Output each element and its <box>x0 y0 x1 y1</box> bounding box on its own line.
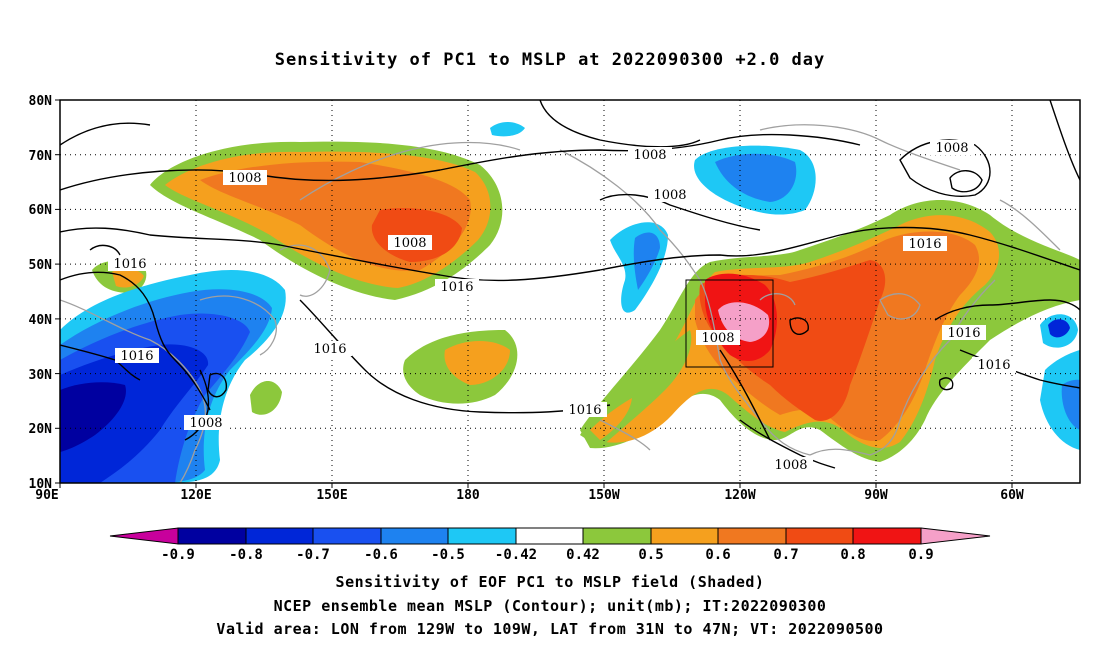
contour-label-3: 1008 <box>628 147 672 163</box>
contour-label-16: 1008 <box>184 415 228 431</box>
colorbar-label: -0.9 <box>161 547 195 563</box>
lon-label: 90W <box>864 488 888 503</box>
contour-label-text: 1008 <box>633 148 666 163</box>
lon-label: 120E <box>180 488 211 503</box>
contour-label-text: 1008 <box>653 188 686 203</box>
latitude-labels: 80N 70N 60N 50N 40N 30N 20N 10N <box>29 94 53 492</box>
colorbar-cell <box>245 527 314 545</box>
lat-label: 70N <box>29 149 53 164</box>
colorbar-cell <box>312 527 382 545</box>
colorbar-cell <box>717 527 787 545</box>
lat-label: 30N <box>29 368 53 383</box>
contour-label-7: 1016 <box>108 256 152 272</box>
contour-label-14: 1008 <box>769 457 813 473</box>
contour-label-15: 1016 <box>972 357 1016 373</box>
negative-blob-atlantic-core <box>1048 319 1070 338</box>
lat-label: 20N <box>29 422 53 437</box>
contour-label-12: 1016 <box>563 402 607 418</box>
caption-valid-area: Valid area: LON from 129W to 109W, LAT f… <box>216 620 884 638</box>
positive-patch-120e <box>250 381 282 415</box>
lat-label: 40N <box>29 313 53 328</box>
colorbar-labels: -0.9 -0.8 -0.7 -0.6 -0.5 -0.42 0.42 0.5 … <box>161 547 934 563</box>
contour-label-text: 1016 <box>113 257 146 272</box>
lat-label: 50N <box>29 258 53 273</box>
contour-label-text: 1008 <box>774 458 807 473</box>
contour-label-text: 1016 <box>977 358 1010 373</box>
colorbar-cell <box>582 527 652 545</box>
lon-label: 120W <box>724 488 755 503</box>
colorbar-cell-high-arrow <box>920 527 991 545</box>
caption-shading: Sensitivity of EOF PC1 to MSLP field (Sh… <box>335 573 765 591</box>
contour-label-6: 1008 <box>696 330 740 346</box>
lon-label: 180 <box>456 488 480 503</box>
contour-label-text: 1008 <box>189 416 222 431</box>
contour-label-5: 1008 <box>930 140 974 156</box>
colorbar-label: -0.42 <box>495 547 537 563</box>
contour-label-text: 1016 <box>440 280 473 295</box>
lon-label: 150E <box>316 488 347 503</box>
colorbar <box>109 527 991 545</box>
colorbar-label: 0.7 <box>773 547 798 563</box>
colorbar-cell <box>515 527 584 545</box>
lon-label: 60W <box>1000 488 1024 503</box>
colorbar-cell <box>650 527 719 545</box>
negative-region-atlantic <box>1040 350 1080 450</box>
contour-label-text: 1008 <box>701 331 734 346</box>
contour-label-8: 1016 <box>435 279 479 295</box>
negative-region-canada-arctic-core <box>715 153 797 202</box>
colorbar-cell-low-arrow <box>109 527 179 545</box>
axis-ticks <box>55 99 1013 488</box>
map-frame <box>59 99 1081 484</box>
colorbar-label: -0.7 <box>296 547 330 563</box>
graticule <box>60 100 1080 483</box>
negative-region-atlantic-core <box>1061 379 1080 430</box>
coastlines <box>60 124 1061 483</box>
contour-label-text: 1008 <box>228 171 261 186</box>
colorbar-label: 0.5 <box>638 547 663 563</box>
lat-label: 60N <box>29 203 53 218</box>
lat-label: 10N <box>29 477 53 492</box>
colorbar-label: 0.6 <box>705 547 730 563</box>
contour-label-11: 1016 <box>308 341 352 357</box>
contour-label-text: 1016 <box>908 237 941 252</box>
contour-label-text: 1016 <box>120 349 153 364</box>
contour-label-10: 1016 <box>115 348 159 364</box>
contour-label-13: 1016 <box>942 325 986 341</box>
contour-label-9: 1016 <box>903 236 947 252</box>
colorbar-label: -0.6 <box>364 547 398 563</box>
contour-label-2: 1008 <box>388 235 432 251</box>
colorbar-label: 0.8 <box>840 547 865 563</box>
colorbar-cell <box>177 527 247 545</box>
contour-label-text: 1016 <box>568 403 601 418</box>
colorbar-label: -0.5 <box>431 547 465 563</box>
colorbar-label: 0.42 <box>566 547 600 563</box>
negative-core4-east-asia <box>60 382 126 452</box>
positive-small-asia-core <box>112 268 144 288</box>
colorbar-label: 0.9 <box>908 547 933 563</box>
contour-label-text: 1008 <box>935 141 968 156</box>
contour-label-text: 1016 <box>313 342 346 357</box>
positive-strip-subtropics-core <box>590 398 632 440</box>
colorbar-label: -0.8 <box>229 547 263 563</box>
chart-title: Sensitivity of PC1 to MSLP at 2022090300… <box>274 50 826 70</box>
contour-label-text: 1016 <box>947 326 980 341</box>
negative-core3-east-asia <box>60 344 209 483</box>
contour-label-4: 1008 <box>648 187 692 203</box>
valid-area-box <box>685 279 774 368</box>
colorbar-cell <box>380 527 449 545</box>
contour-label-1: 1008 <box>223 170 267 186</box>
contour-labels: 1008 1008 1008 1008 1008 1008 1016 1016 … <box>108 140 1016 473</box>
contour-label-text: 1008 <box>393 236 426 251</box>
lat-label: 80N <box>29 94 53 109</box>
colorbar-cell <box>785 527 854 545</box>
colorbar-cell <box>447 527 517 545</box>
negative-patch-arctic <box>490 122 525 137</box>
longitude-labels: 90E 120E 150E 180 150W 120W 90W 60W <box>35 488 1024 503</box>
lon-label: 150W <box>588 488 619 503</box>
lon-label: 90E <box>35 488 58 503</box>
caption-contour: NCEP ensemble mean MSLP (Contour); unit(… <box>273 597 827 615</box>
colorbar-cell <box>852 527 922 545</box>
